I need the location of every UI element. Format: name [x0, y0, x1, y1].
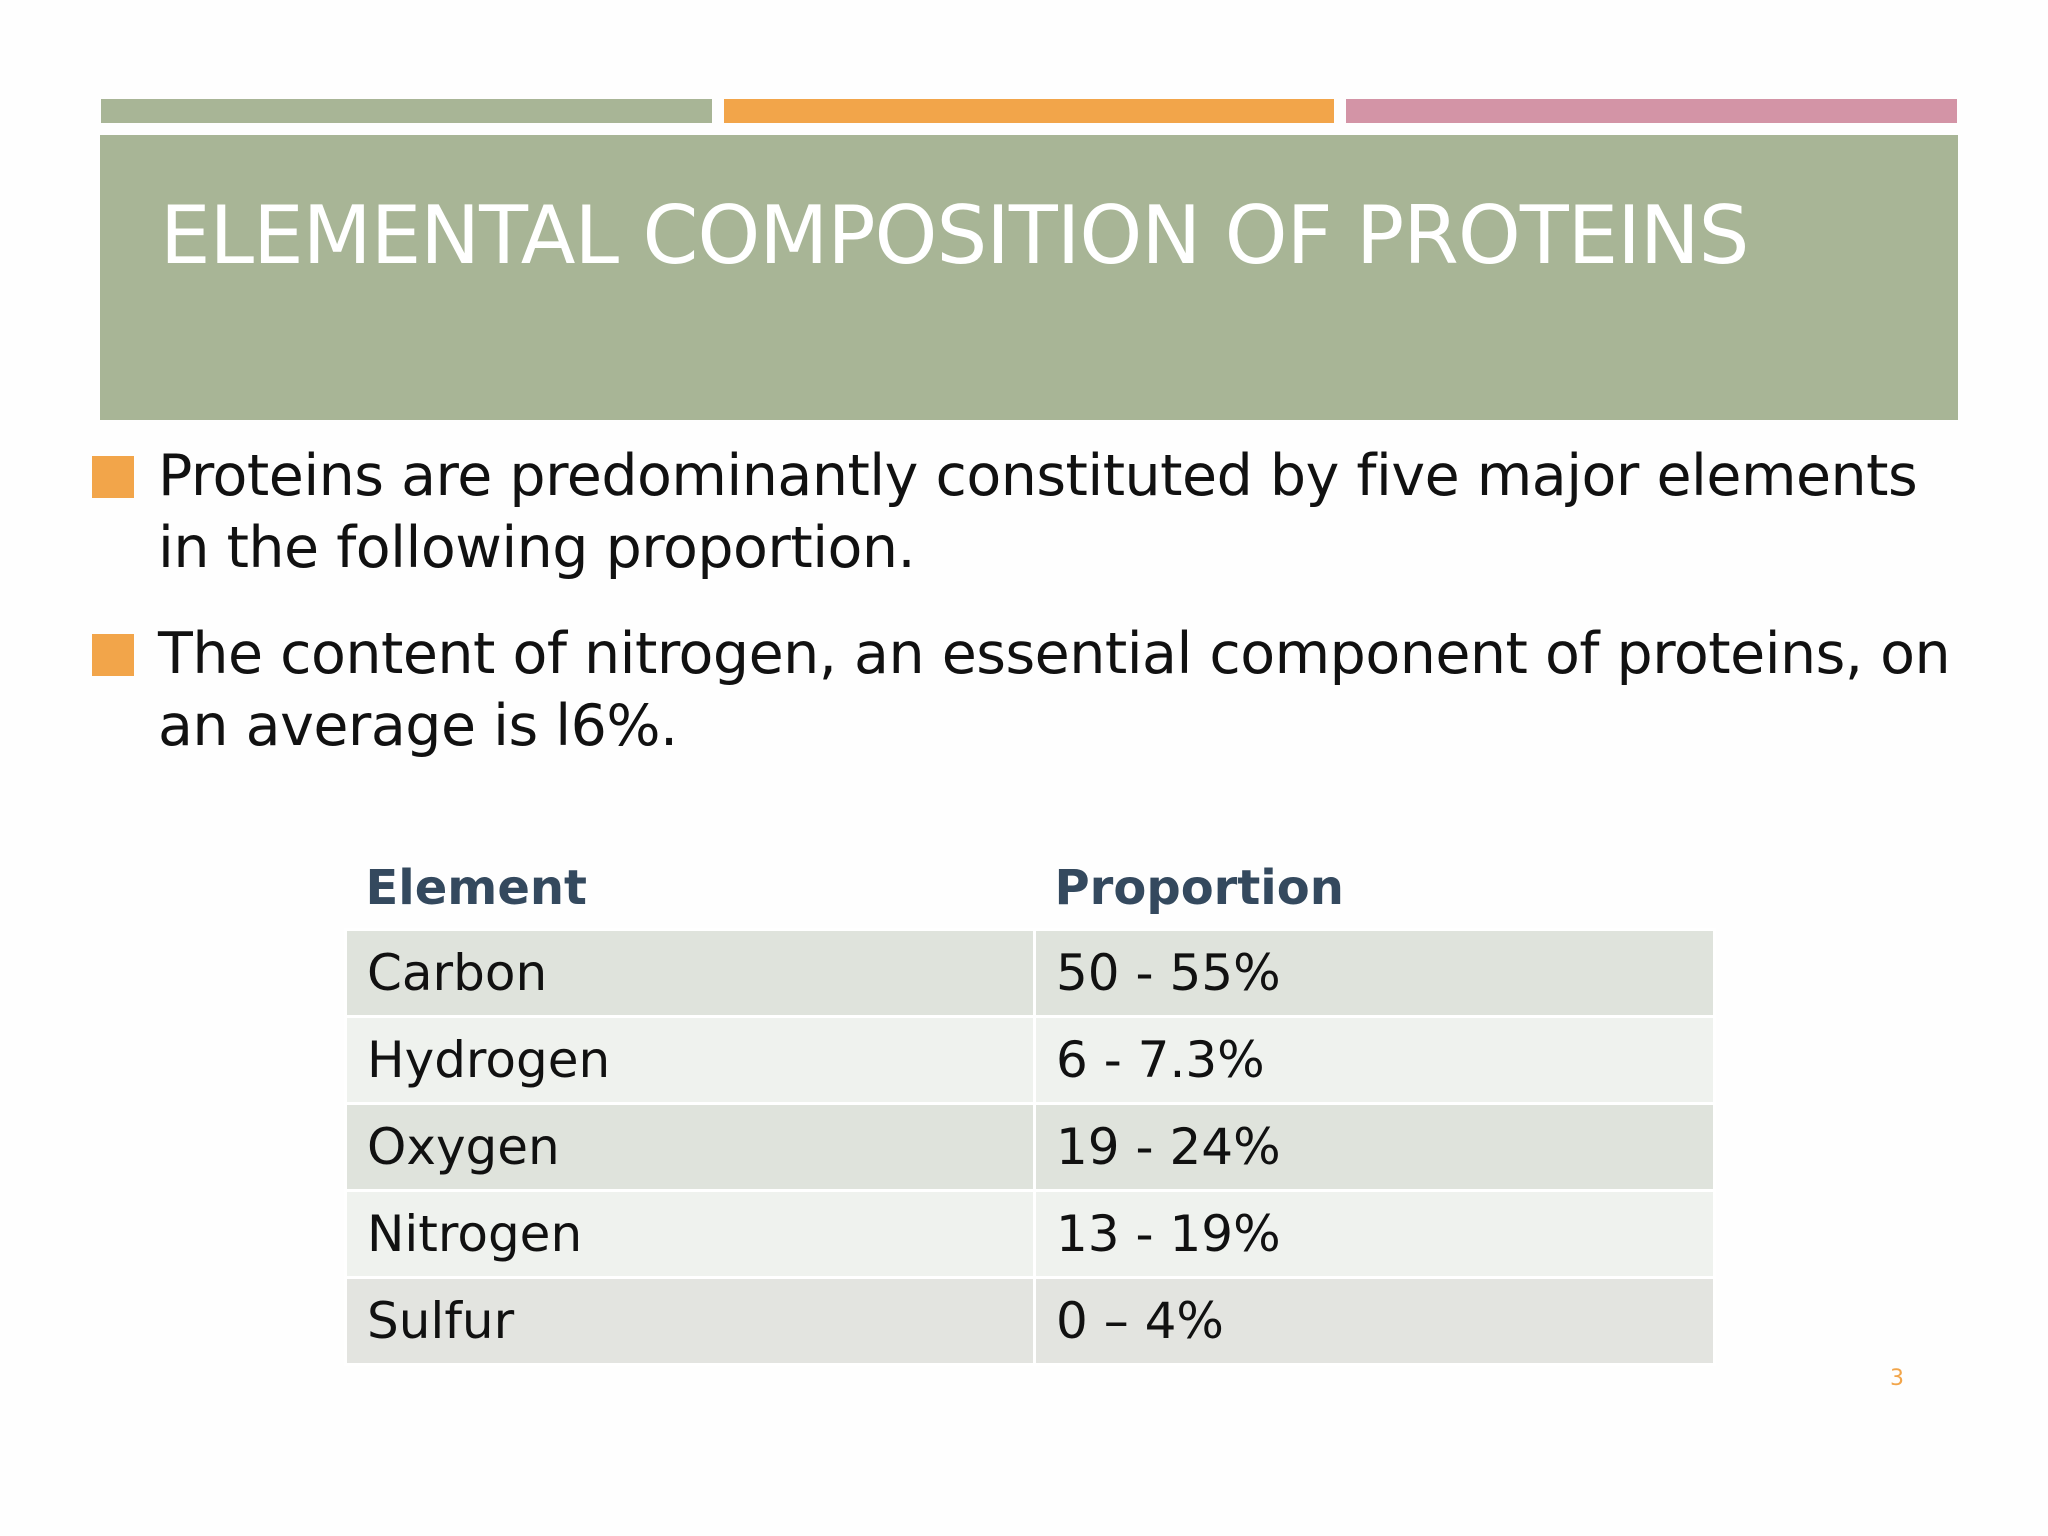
column-header-element: Element — [365, 860, 587, 916]
proportion-cell: 50 - 55% — [1033, 928, 1716, 1018]
table-row: Oxygen 19 - 24% — [344, 1102, 1716, 1192]
bullet-text: Proteins are predominantly constituted b… — [158, 443, 1918, 581]
bullet-list: Proteins are predominantly constituted b… — [92, 440, 1962, 762]
proportion-cell: 6 - 7.3% — [1033, 1015, 1716, 1105]
column-header-proportion: Proportion — [1054, 860, 1344, 916]
accent-bar-pink — [1346, 99, 1957, 123]
element-cell: Nitrogen — [344, 1189, 1036, 1279]
table-row: Carbon 50 - 55% — [344, 928, 1716, 1018]
page-number: 3 — [1890, 1366, 1904, 1391]
element-cell: Hydrogen — [344, 1015, 1036, 1105]
element-cell: Carbon — [344, 928, 1036, 1018]
accent-bar-orange — [724, 99, 1334, 123]
proportion-cell: 19 - 24% — [1033, 1102, 1716, 1192]
bullet-item: Proteins are predominantly constituted b… — [92, 440, 1962, 584]
element-cell: Oxygen — [344, 1102, 1036, 1192]
proportion-cell: 0 – 4% — [1033, 1276, 1716, 1366]
element-cell: Sulfur — [344, 1276, 1036, 1366]
table-row: Hydrogen 6 - 7.3% — [344, 1015, 1716, 1105]
table-row: Sulfur 0 – 4% — [344, 1276, 1716, 1366]
title-band — [100, 135, 1958, 420]
bullet-item: The content of nitrogen, an essential co… — [92, 618, 1962, 762]
square-bullet-icon — [92, 634, 134, 676]
composition-table: Element Proportion Carbon 50 - 55% Hydro… — [344, 848, 1716, 1366]
accent-bar-green — [101, 99, 712, 123]
bullet-text: The content of nitrogen, an essential co… — [158, 621, 1951, 759]
table-row: Nitrogen 13 - 19% — [344, 1189, 1716, 1279]
slide-title: ELEMENTAL COMPOSITION OF PROTEINS — [160, 189, 1749, 282]
square-bullet-icon — [92, 456, 134, 498]
table-header-row: Element Proportion — [346, 848, 1715, 930]
proportion-cell: 13 - 19% — [1033, 1189, 1716, 1279]
